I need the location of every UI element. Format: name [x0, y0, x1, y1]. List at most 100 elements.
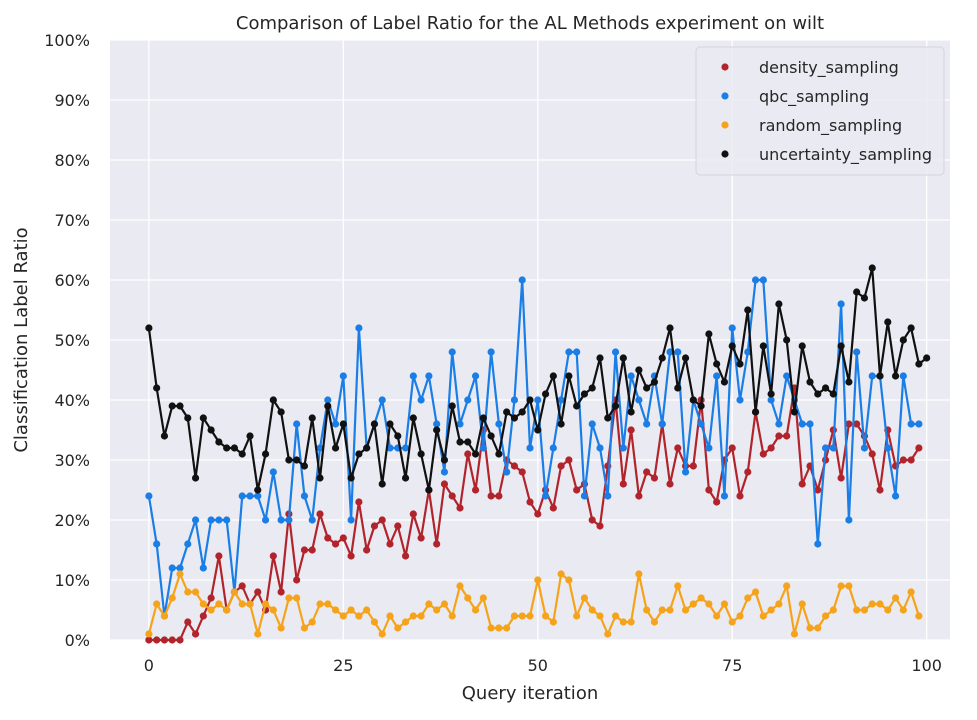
data-point [643, 384, 651, 392]
data-point [168, 564, 176, 572]
data-point [425, 600, 433, 608]
data-point [837, 474, 845, 482]
data-point [557, 396, 565, 404]
data-point [643, 606, 651, 614]
data-point [588, 606, 596, 614]
data-point [386, 420, 394, 428]
data-point [184, 618, 192, 626]
data-point [541, 612, 550, 620]
data-point [899, 606, 907, 614]
series-line-qbc_sampling [147, 278, 919, 618]
data-point [860, 444, 869, 452]
data-point [596, 522, 604, 530]
data-point [853, 606, 861, 614]
data-point [456, 504, 464, 512]
data-point [534, 426, 542, 434]
data-point [433, 540, 441, 548]
data-point [526, 444, 534, 452]
data-point [907, 456, 915, 464]
data-point [549, 372, 557, 380]
data-point [479, 444, 487, 452]
data-point [448, 492, 456, 500]
data-point [355, 612, 363, 620]
data-point [806, 420, 814, 428]
data-point [316, 600, 324, 608]
data-point [471, 486, 480, 494]
data-point [145, 630, 153, 638]
data-point [199, 600, 207, 608]
data-point [440, 480, 449, 488]
data-point [409, 414, 417, 422]
data-point [573, 486, 581, 494]
data-point [604, 492, 612, 500]
data-point [308, 516, 316, 524]
data-point [736, 360, 744, 368]
data-point [347, 552, 355, 560]
data-point [191, 516, 200, 524]
data-point [549, 618, 557, 626]
data-point [308, 546, 316, 554]
data-point [868, 450, 876, 458]
data-point [246, 432, 254, 440]
data-point [526, 612, 534, 620]
data-point [191, 588, 200, 596]
data-point [479, 594, 487, 602]
data-point [199, 414, 207, 422]
data-point [215, 552, 223, 560]
y-tick-label: 50% [54, 331, 90, 350]
data-point [596, 612, 604, 620]
data-point [915, 420, 923, 428]
y-tick-label: 70% [54, 211, 90, 230]
data-point [440, 468, 449, 476]
data-point [347, 606, 355, 614]
data-point [293, 456, 301, 464]
data-point [471, 450, 480, 458]
data-point [254, 588, 262, 596]
data-point [720, 600, 729, 608]
data-point [884, 606, 892, 614]
data-point [487, 624, 495, 632]
data-point [573, 348, 581, 356]
data-point [378, 396, 386, 404]
data-point [767, 396, 775, 404]
data-point [557, 420, 565, 428]
data-point [837, 300, 845, 308]
data-point [565, 576, 573, 584]
data-point [479, 414, 487, 422]
data-point [464, 396, 472, 404]
data-point [541, 492, 550, 500]
data-point [891, 372, 900, 380]
data-point [526, 498, 534, 506]
data-point [744, 348, 752, 356]
data-point [285, 516, 293, 524]
data-point [821, 384, 830, 392]
data-point [907, 324, 915, 332]
data-point [557, 462, 565, 470]
data-point [588, 384, 596, 392]
data-point [191, 630, 200, 638]
data-point [355, 450, 363, 458]
data-point [363, 546, 371, 554]
data-point [285, 456, 293, 464]
y-tick-label: 100% [44, 31, 90, 50]
series-uncertainty_sampling [145, 264, 931, 494]
data-point [580, 390, 589, 398]
data-point [285, 594, 293, 602]
data-point [518, 612, 526, 620]
data-point [689, 462, 697, 470]
data-point [184, 540, 192, 548]
data-point [448, 612, 456, 620]
series-random_sampling [145, 570, 923, 638]
series-qbc_sampling [145, 276, 923, 620]
data-point [697, 594, 705, 602]
data-point [433, 426, 441, 434]
data-point [650, 378, 659, 386]
data-point [720, 378, 729, 386]
data-point [277, 408, 285, 416]
data-point [705, 444, 713, 452]
data-point [518, 276, 526, 284]
data-point [293, 420, 301, 428]
y-tick-label: 40% [54, 391, 90, 410]
data-point [650, 474, 659, 482]
